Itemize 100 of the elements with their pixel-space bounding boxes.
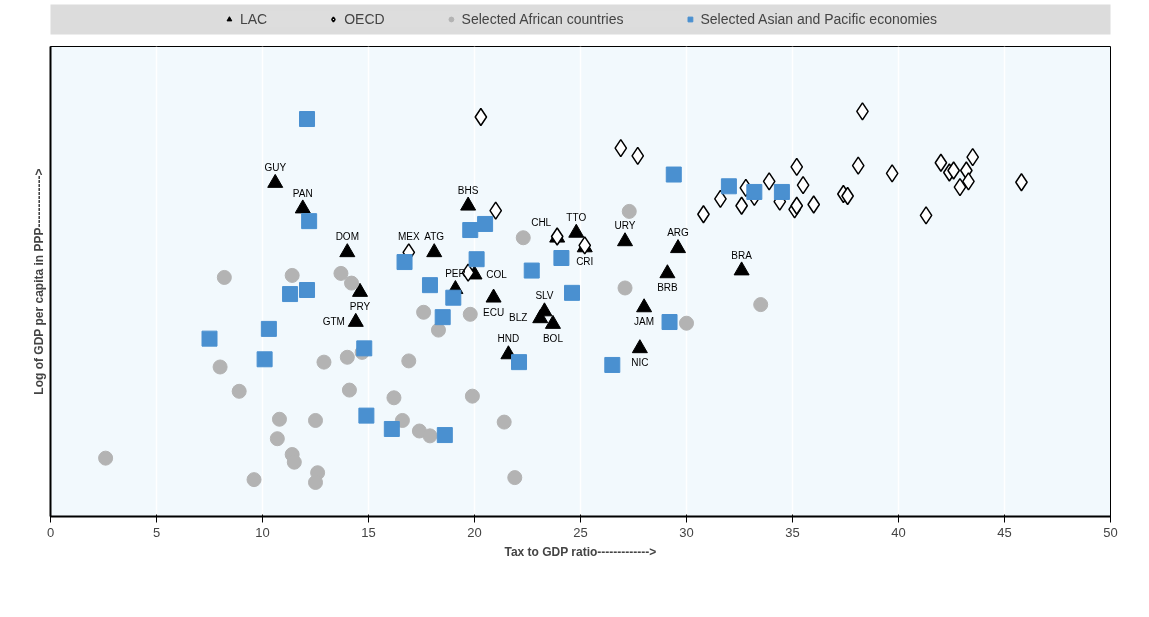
point (604, 356, 621, 373)
point (308, 412, 323, 428)
annotation: ARG (667, 227, 690, 239)
point (966, 147, 980, 167)
point (919, 206, 933, 225)
point (735, 196, 749, 215)
point (773, 183, 790, 200)
point (515, 230, 531, 246)
point (271, 411, 287, 427)
point (631, 146, 645, 166)
x-tick-label: 0 (46, 524, 55, 540)
point (294, 199, 311, 214)
point (434, 309, 451, 326)
annotation: BOL (542, 333, 564, 345)
point (386, 390, 402, 406)
point (333, 265, 349, 281)
annotation: ECU (483, 306, 505, 318)
x-tick-label: 5 (152, 524, 161, 540)
point (485, 288, 502, 303)
y-axis-title: Log of GDP per capita in PPP-------------> (31, 168, 46, 395)
x-tick-label: 50 (1103, 524, 1118, 540)
legend-label: Selected African countries (461, 11, 624, 27)
point (460, 196, 477, 211)
point (269, 431, 285, 447)
annotation: BRA (731, 249, 753, 261)
point (934, 153, 948, 173)
point (341, 382, 357, 398)
point (474, 107, 488, 127)
point (358, 407, 375, 424)
point (661, 314, 678, 331)
point (790, 196, 804, 215)
point (636, 298, 653, 313)
annotation: COL (486, 268, 508, 280)
annotation: BHS (457, 184, 479, 196)
x-tick-label: 15 (361, 524, 376, 540)
annotation: CRI (576, 256, 594, 268)
point (201, 330, 218, 347)
point (553, 250, 570, 266)
point (445, 289, 462, 306)
point (720, 178, 737, 195)
x-tick-label: 35 (785, 524, 800, 540)
point (98, 450, 114, 466)
point (299, 282, 316, 299)
point (339, 243, 356, 258)
point (953, 177, 967, 197)
point (617, 232, 634, 247)
point (416, 304, 432, 320)
point (344, 275, 360, 291)
x-tick-label: 20 (467, 524, 482, 540)
point (665, 166, 682, 183)
point (216, 269, 232, 285)
point (301, 213, 318, 230)
x-tick-label: 10 (255, 524, 270, 540)
point (532, 309, 549, 324)
annotation: BRB (657, 282, 679, 294)
point (462, 306, 478, 322)
annotation: GTM (322, 316, 345, 328)
point (507, 470, 523, 486)
point (356, 340, 373, 357)
point (489, 201, 503, 220)
point (841, 186, 855, 206)
point (614, 138, 628, 158)
x-tick-label: 25 (573, 524, 588, 540)
annotation: TTO (566, 211, 587, 223)
legend-label: Selected Asian and Pacific economies (700, 11, 938, 27)
point (796, 175, 810, 195)
x-tick-label: 30 (679, 524, 694, 540)
point (496, 414, 512, 430)
point (436, 427, 453, 444)
point (621, 203, 637, 219)
point (733, 261, 750, 276)
point (468, 251, 485, 268)
point (564, 284, 581, 301)
point (231, 383, 247, 399)
annotation: SLV (535, 290, 554, 302)
point (426, 243, 443, 258)
point (246, 472, 262, 488)
point (746, 183, 763, 200)
point (316, 354, 332, 370)
point (383, 420, 400, 437)
annotation: DOM (335, 231, 359, 243)
point (396, 254, 413, 271)
point (617, 280, 633, 296)
annotation: HND (497, 333, 520, 345)
point (670, 239, 687, 254)
x-tick-label: 40 (891, 524, 906, 540)
point (631, 339, 648, 354)
point (421, 277, 438, 294)
point (308, 474, 323, 490)
point (511, 354, 528, 371)
point (284, 267, 300, 283)
point (282, 286, 299, 303)
point (659, 264, 676, 279)
point (256, 351, 273, 368)
point (947, 161, 961, 180)
point (679, 315, 694, 331)
point (523, 262, 540, 279)
point (401, 353, 417, 369)
point (477, 215, 494, 232)
legend-label: LAC (239, 11, 268, 27)
